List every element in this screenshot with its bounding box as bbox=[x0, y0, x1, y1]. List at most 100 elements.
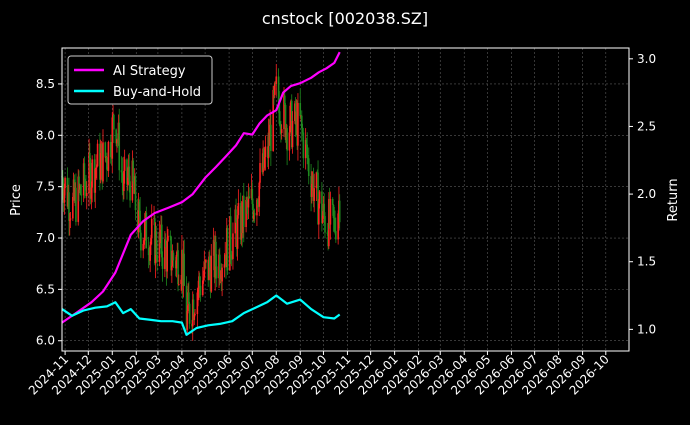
price-candle-body bbox=[194, 314, 196, 315]
price-candle-body bbox=[231, 258, 233, 260]
price-candle-body bbox=[149, 245, 151, 261]
price-candle-body bbox=[164, 239, 166, 269]
price-candle-body bbox=[96, 166, 98, 168]
price-candle-body bbox=[64, 177, 66, 189]
price-candle-body bbox=[140, 232, 142, 251]
price-candle-body bbox=[69, 218, 72, 220]
price-candle-body bbox=[329, 198, 332, 225]
price-candle-body bbox=[164, 239, 167, 247]
price-candle-body bbox=[193, 314, 196, 320]
price-candle-body bbox=[305, 139, 308, 145]
y-tick-label-right: 1.5 bbox=[637, 255, 656, 269]
legend-label-buy-and-hold: Buy-and-Hold bbox=[113, 85, 201, 100]
price-candle-body bbox=[338, 200, 341, 223]
price-candle-body bbox=[201, 280, 204, 296]
price-candle-body bbox=[312, 175, 315, 201]
price-candle-body bbox=[123, 170, 125, 191]
price-candle-body bbox=[245, 199, 247, 227]
y-tick-label-left: 8.0 bbox=[36, 128, 55, 142]
price-candle-body bbox=[221, 267, 223, 282]
price-candle-body bbox=[247, 196, 250, 208]
price-candle-body bbox=[160, 224, 163, 258]
price-candle-body bbox=[188, 292, 190, 304]
price-candle-body bbox=[251, 189, 254, 204]
price-candle-body bbox=[306, 144, 309, 158]
y-tick-label-left: 7.0 bbox=[36, 231, 55, 245]
price-candle-body bbox=[95, 167, 97, 170]
price-candle-body bbox=[256, 199, 258, 216]
price-candle-body bbox=[232, 233, 234, 259]
price-candle-body bbox=[284, 104, 287, 140]
price-candle-body bbox=[253, 212, 255, 220]
price-candle-body bbox=[321, 191, 323, 224]
price-candle-body bbox=[115, 129, 117, 144]
price-candle-body bbox=[321, 215, 324, 224]
price-candle-body bbox=[158, 231, 161, 262]
price-candle-body bbox=[107, 142, 110, 171]
price-candle-body bbox=[248, 196, 250, 199]
y-tick-label-left: 8.5 bbox=[36, 77, 55, 91]
price-candle-body bbox=[275, 76, 278, 84]
price-candle-body bbox=[63, 188, 66, 203]
y-axis-label-left: Price bbox=[9, 184, 24, 216]
price-candle-body bbox=[171, 265, 173, 271]
price-candle-body bbox=[318, 191, 321, 204]
price-candle-body bbox=[318, 203, 320, 225]
price-candle-body bbox=[333, 218, 336, 219]
y-tick-label-left: 6.5 bbox=[36, 282, 55, 296]
price-candle-body bbox=[297, 102, 299, 146]
price-candle-body bbox=[304, 139, 307, 159]
price-candle-body bbox=[79, 185, 82, 195]
price-candle-body bbox=[235, 209, 237, 223]
price-candle-body bbox=[128, 166, 131, 182]
series-layer bbox=[61, 51, 341, 336]
y-tick-label-left: 6.0 bbox=[36, 334, 55, 348]
price-candle-body bbox=[283, 95, 285, 130]
price-candle-body bbox=[178, 284, 180, 285]
price-candle-body bbox=[61, 176, 64, 192]
price-candle-body bbox=[253, 212, 256, 216]
price-candle-body bbox=[210, 255, 213, 292]
price-candle-body bbox=[259, 163, 261, 183]
price-candle-body bbox=[147, 248, 150, 256]
chart-title: cnstock [002038.SZ] bbox=[262, 9, 428, 28]
price-candle-body bbox=[111, 117, 114, 159]
price-candle-body bbox=[109, 142, 112, 158]
price-candle-body bbox=[313, 188, 315, 201]
price-candle-body bbox=[270, 124, 272, 151]
price-candle-body bbox=[291, 120, 294, 148]
price-candle-body bbox=[99, 153, 102, 180]
legend-label-ai-strategy: AI Strategy bbox=[113, 64, 186, 79]
price-candle-body bbox=[278, 102, 281, 124]
price-candle-body bbox=[72, 197, 74, 219]
price-candle-body bbox=[155, 231, 158, 256]
price-candle-body bbox=[90, 187, 93, 199]
price-candle-body bbox=[121, 172, 124, 182]
price-candle-body bbox=[94, 169, 97, 193]
price-candle-body bbox=[280, 129, 283, 133]
price-candle-body bbox=[242, 195, 245, 227]
price-candle-body bbox=[286, 128, 288, 151]
price-candle-body bbox=[145, 212, 148, 249]
price-candle-body bbox=[302, 132, 305, 159]
price-candle-body bbox=[272, 89, 274, 151]
price-candle-body bbox=[324, 215, 326, 233]
price-candle-body bbox=[96, 143, 99, 167]
price-candle-body bbox=[126, 177, 129, 185]
price-candle-body bbox=[326, 232, 329, 234]
price-candle-body bbox=[85, 186, 87, 197]
price-candle-body bbox=[139, 210, 141, 233]
price-candle-body bbox=[335, 231, 337, 240]
plot-frame bbox=[61, 47, 630, 352]
price-candle-body bbox=[150, 238, 152, 246]
price-candle-body bbox=[137, 202, 140, 233]
price-candle-body bbox=[258, 182, 261, 207]
price-candle-body bbox=[102, 142, 104, 182]
price-candle-body bbox=[89, 163, 92, 199]
grid-layer bbox=[62, 48, 629, 351]
price-candle-body bbox=[175, 254, 178, 269]
price-candle-body bbox=[180, 279, 182, 285]
price-candle-body bbox=[264, 146, 267, 158]
